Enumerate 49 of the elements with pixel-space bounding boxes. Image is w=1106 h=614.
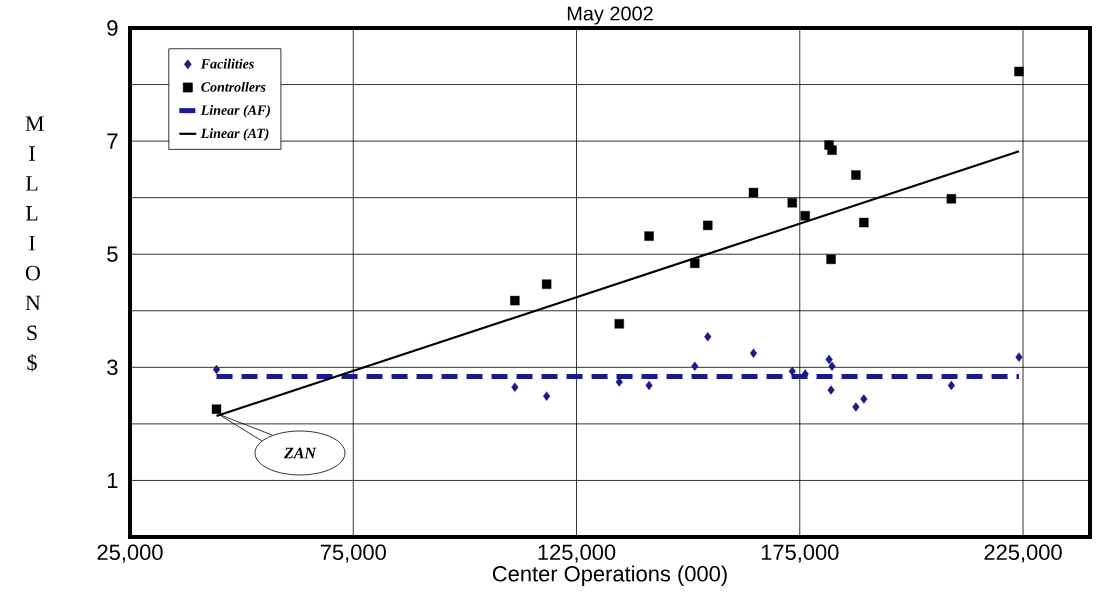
chart-title: May 2002 — [567, 6, 653, 25]
point — [946, 194, 957, 204]
point — [704, 332, 712, 342]
x-tick-label: 175,000 — [761, 544, 839, 563]
point — [787, 198, 797, 208]
point — [827, 145, 837, 155]
point — [1014, 66, 1024, 77]
point — [543, 391, 551, 401]
point — [510, 295, 520, 306]
point — [749, 348, 758, 358]
point — [860, 394, 868, 404]
x-tick-label: 225,000 — [984, 544, 1062, 563]
point — [800, 211, 810, 221]
point — [828, 361, 836, 371]
point — [645, 380, 653, 391]
point — [1015, 352, 1023, 362]
point — [851, 170, 861, 180]
point — [827, 385, 835, 395]
x-tick-label: 125,000 — [538, 544, 616, 563]
point — [788, 366, 796, 376]
legend-label: Facilities — [200, 58, 254, 69]
point — [690, 258, 700, 268]
point — [541, 279, 552, 289]
annotation: ZAN — [284, 447, 317, 459]
point — [511, 382, 519, 392]
x-tick-label: 25,000 — [97, 544, 163, 563]
point — [947, 380, 955, 391]
text: M I L L I O N S $ — [25, 116, 44, 372]
legend-label: Linear (AF) — [200, 105, 271, 118]
point — [703, 220, 713, 231]
point — [825, 354, 833, 365]
y-tick-label: 5 — [107, 246, 118, 262]
x-tick-label: 75,000 — [320, 544, 386, 563]
legend-label: Linear (AT) — [200, 128, 269, 141]
x-axis-title: Center Operations (000) — [492, 565, 727, 586]
y-tick-label: 3 — [107, 359, 118, 376]
point — [852, 402, 860, 412]
legend-label: Controllers — [201, 81, 266, 92]
y-tick-label: 1 — [107, 472, 118, 488]
y-tick-label: 9 — [107, 20, 118, 36]
point — [212, 364, 221, 375]
point — [748, 187, 759, 198]
point — [211, 404, 222, 414]
point — [644, 231, 654, 241]
point — [614, 319, 624, 329]
point — [859, 217, 869, 228]
point — [826, 254, 836, 265]
point — [691, 361, 699, 371]
y-tick-label: 7 — [107, 133, 118, 149]
